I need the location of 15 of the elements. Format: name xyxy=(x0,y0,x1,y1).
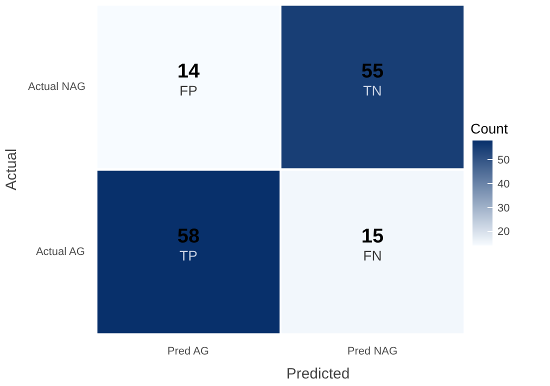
color-bar-label: 30 xyxy=(498,202,510,214)
text: 58 TP xyxy=(177,226,200,264)
text: 14 FP xyxy=(177,60,200,98)
y-tick-label: Actual NAG xyxy=(28,81,86,93)
text: 15 FN xyxy=(361,226,384,264)
color-bar-label: 50 xyxy=(498,154,510,167)
color-bar-label: 20 xyxy=(498,226,510,238)
color-bar-label: 40 xyxy=(498,178,510,190)
text: 55 TN xyxy=(361,60,384,98)
x-tick-label: Pred NAG xyxy=(347,346,398,358)
color-bar-title: Count xyxy=(470,120,508,136)
x-tick-label: Pred AG xyxy=(167,346,209,358)
y-axis-title: Actual xyxy=(3,148,20,190)
y-tick-label: Actual AG xyxy=(36,246,85,258)
x-axis-title: Predicted xyxy=(286,366,350,382)
